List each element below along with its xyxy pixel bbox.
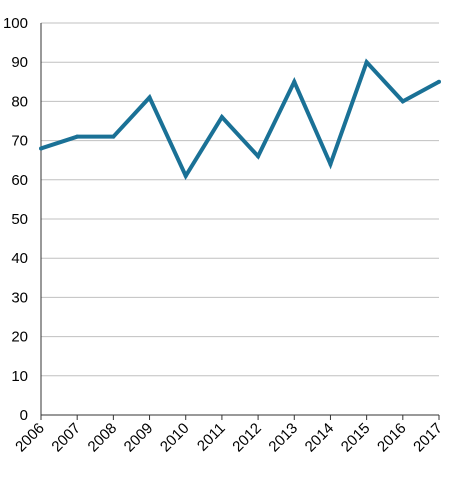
x-tick-label-2017: 2017 xyxy=(410,420,446,456)
x-tick-label-2006: 2006 xyxy=(12,420,48,456)
y-tick-label-50: 50 xyxy=(11,211,28,228)
x-tick-label-2016: 2016 xyxy=(374,420,410,456)
data-point-2007 xyxy=(75,134,80,139)
data-point-2008 xyxy=(111,134,116,139)
x-tick-label-2008: 2008 xyxy=(85,420,121,456)
data-point-2014 xyxy=(328,162,333,167)
data-point-2012 xyxy=(256,154,261,159)
x-tick-label-2014: 2014 xyxy=(302,420,338,456)
data-point-2017 xyxy=(437,79,441,84)
data-point-2016 xyxy=(400,99,405,104)
y-tick-label-0: 0 xyxy=(20,407,28,424)
data-point-2015 xyxy=(364,60,369,65)
y-tick-label-20: 20 xyxy=(11,329,28,346)
y-tick-label-40: 40 xyxy=(11,250,28,267)
series-layer xyxy=(39,58,441,181)
y-tick-label-70: 70 xyxy=(11,133,28,150)
y-tick-label-60: 60 xyxy=(11,172,28,189)
data-point-2006 xyxy=(39,146,43,151)
y-tick-label-30: 30 xyxy=(11,289,28,306)
x-tick-label-2009: 2009 xyxy=(121,420,157,456)
x-tick-label-2012: 2012 xyxy=(229,420,265,456)
x-tick-label-2010: 2010 xyxy=(157,420,193,456)
y-tick-label-90: 90 xyxy=(11,54,28,71)
y-tick-label-80: 80 xyxy=(11,93,28,110)
y-axis: 0 10 20 30 40 50 60 70 80 90 100 xyxy=(3,15,42,424)
y-tick-label-100: 100 xyxy=(3,15,28,32)
data-point-2013 xyxy=(292,79,297,84)
x-tick-label-2011: 2011 xyxy=(194,420,229,455)
x-axis: 2006 2007 2008 2009 2010 2011 2012 2013 2014 2015… xyxy=(12,414,446,456)
y-tick-label-10: 10 xyxy=(11,368,28,385)
data-point-2009 xyxy=(147,95,152,100)
data-point-2011 xyxy=(219,115,224,120)
x-tick-label-2007: 2007 xyxy=(48,420,84,456)
x-tick-label-2013: 2013 xyxy=(265,420,301,456)
gridlines xyxy=(41,22,439,377)
data-point-2010 xyxy=(183,173,188,178)
series-line-0 xyxy=(40,58,440,181)
x-tick-label-2015: 2015 xyxy=(338,420,374,456)
